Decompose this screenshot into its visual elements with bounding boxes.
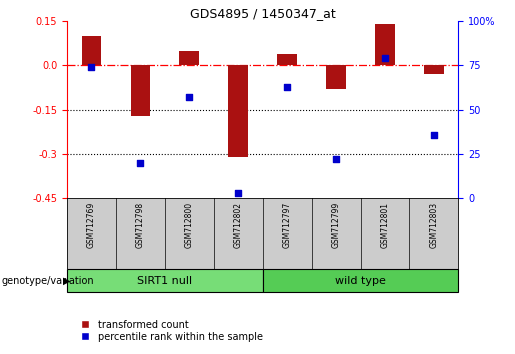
- Text: genotype/variation: genotype/variation: [1, 275, 94, 286]
- Text: GSM712799: GSM712799: [332, 202, 340, 248]
- Bar: [131, 65, 150, 116]
- Text: SIRT1 null: SIRT1 null: [137, 275, 193, 286]
- Point: [430, 132, 438, 137]
- Bar: [375, 24, 395, 65]
- Title: GDS4895 / 1450347_at: GDS4895 / 1450347_at: [190, 7, 336, 20]
- Text: wild type: wild type: [335, 275, 386, 286]
- Text: GSM712801: GSM712801: [381, 202, 389, 248]
- Text: GSM712803: GSM712803: [430, 202, 438, 248]
- Bar: [67, 269, 263, 292]
- Bar: [263, 269, 458, 292]
- Text: GSM712769: GSM712769: [87, 202, 96, 248]
- Point: [136, 160, 144, 166]
- Text: GSM712798: GSM712798: [136, 202, 145, 248]
- Text: GSM712800: GSM712800: [185, 202, 194, 248]
- Bar: [180, 51, 199, 65]
- Bar: [327, 65, 346, 89]
- Point: [332, 156, 340, 162]
- Text: ▶: ▶: [63, 275, 71, 286]
- Text: GSM712797: GSM712797: [283, 202, 291, 248]
- Legend: transformed count, percentile rank within the sample: transformed count, percentile rank withi…: [72, 316, 267, 346]
- Point: [283, 84, 291, 90]
- Bar: [278, 54, 297, 65]
- Bar: [424, 65, 444, 74]
- Bar: [229, 65, 248, 157]
- Point: [234, 190, 242, 196]
- Point: [88, 64, 96, 70]
- Point: [381, 56, 389, 61]
- Bar: [82, 36, 101, 65]
- Text: GSM712802: GSM712802: [234, 202, 243, 248]
- Point: [185, 95, 194, 100]
